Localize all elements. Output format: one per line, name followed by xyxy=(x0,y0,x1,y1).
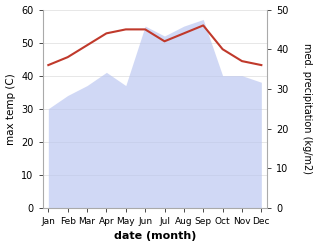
X-axis label: date (month): date (month) xyxy=(114,231,196,242)
Y-axis label: med. precipitation (kg/m2): med. precipitation (kg/m2) xyxy=(302,43,313,174)
Y-axis label: max temp (C): max temp (C) xyxy=(5,73,16,144)
